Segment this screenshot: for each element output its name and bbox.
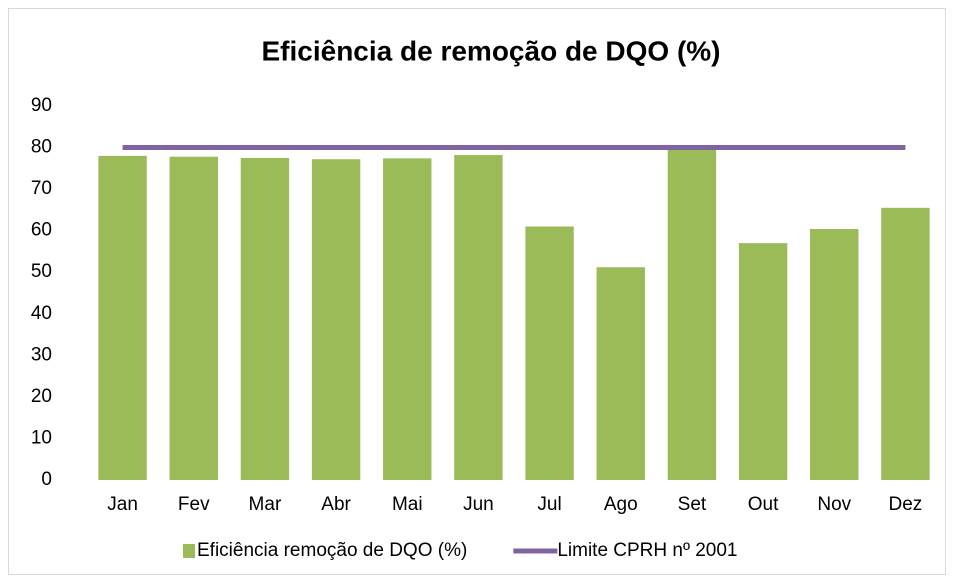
x-tick-label: Mai (392, 494, 423, 515)
y-tick-label: 10 (31, 427, 52, 448)
legend-label: Limite CPRH nº 2001 (557, 540, 737, 561)
bar (169, 156, 218, 480)
x-tick-label: Dez (889, 494, 923, 515)
x-tick-label: Ago (604, 494, 638, 515)
x-tick-label: Jul (537, 494, 561, 515)
y-tick-label: 50 (31, 261, 52, 282)
y-tick-label: 80 (31, 137, 52, 158)
bar (525, 226, 574, 480)
chart-title: Eficiência de remoção de DQO (%) (261, 35, 720, 66)
y-tick-label: 0 (41, 469, 52, 490)
bar (383, 158, 432, 481)
y-tick-label: 20 (31, 386, 52, 407)
bar (596, 267, 645, 480)
x-tick-label: Nov (817, 494, 851, 515)
y-tick-label: 90 (31, 95, 52, 116)
bar (311, 159, 361, 481)
bar (454, 155, 503, 480)
x-tick-label: Fev (178, 494, 210, 515)
x-tick-label: Set (678, 494, 707, 515)
x-tick-label: Jan (107, 494, 138, 515)
y-tick-label: 70 (31, 178, 52, 199)
x-tick-label: Abr (321, 494, 351, 515)
x-tick-label: Jun (463, 494, 494, 515)
y-tick-label: 60 (31, 220, 52, 241)
y-tick-label: 30 (31, 344, 52, 365)
legend-swatch (183, 544, 195, 558)
x-tick-label: Mar (249, 494, 282, 515)
bar (667, 149, 717, 480)
bar (738, 243, 788, 480)
bar (240, 157, 290, 480)
bar (881, 207, 930, 481)
legend-label: Eficiência remoção de DQO (%) (197, 540, 467, 561)
bar (98, 155, 147, 480)
bar (810, 229, 859, 480)
y-tick-label: 40 (31, 303, 52, 324)
x-tick-label: Out (748, 494, 779, 515)
